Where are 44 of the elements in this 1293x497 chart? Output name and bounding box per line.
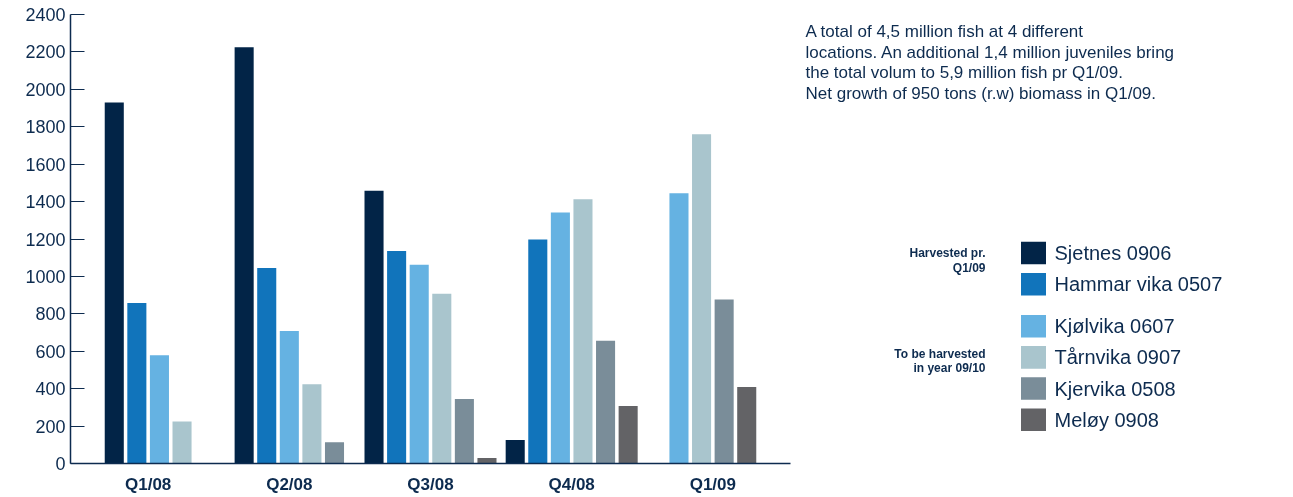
x-tick-label: Q1/09 <box>689 474 737 494</box>
bar <box>477 458 497 464</box>
text: To be harvested in year 09/10 <box>894 346 986 375</box>
bar <box>669 193 689 464</box>
bar <box>149 355 169 464</box>
y-tick-label: 2400 <box>25 5 66 25</box>
bar <box>302 384 322 464</box>
y-tick-label: 2200 <box>25 42 66 63</box>
x-tick-label: Q1/08 <box>124 474 172 494</box>
bar <box>172 421 192 464</box>
y-tick-label: 1600 <box>25 154 66 175</box>
legend-label: Meløy 0908 <box>1054 408 1159 431</box>
bar <box>454 398 474 464</box>
bar <box>737 386 757 464</box>
y-tick-label: 2000 <box>25 79 66 100</box>
bar <box>409 264 429 464</box>
bar <box>279 331 299 464</box>
legend-label: Tårnvika 0907 <box>1054 346 1182 369</box>
bar <box>692 134 712 464</box>
bar <box>324 442 345 464</box>
bar <box>714 299 734 464</box>
bar <box>257 268 277 464</box>
x-tick-label: Q2/08 <box>266 474 313 494</box>
bar <box>127 302 147 464</box>
bar <box>387 250 407 464</box>
y-tick-label: 0 <box>55 454 66 474</box>
y-tick-label: 1200 <box>25 229 66 250</box>
legend-label: Sjetnes 0906 <box>1054 242 1172 264</box>
y-tick-label: 200 <box>35 416 66 437</box>
legend-label: Hammar vika 0507 <box>1054 273 1223 296</box>
y-tick-label: 1800 <box>25 117 66 138</box>
x-tick-label: Q4/08 <box>548 474 595 494</box>
text: A total of 4,5 million fish at 4 different locations. An additional 1,4 million juveniles bring the total volum to 5,9 million fish pr Q1/09. <box>805 21 1175 83</box>
y-tick-label: 1400 <box>25 192 66 213</box>
y-tick-label: 800 <box>35 304 66 325</box>
x-tick-label: Q3/08 <box>407 474 454 494</box>
y-tick-label: 1000 <box>25 266 66 287</box>
bar <box>432 293 452 464</box>
y-tick-label: 400 <box>35 379 66 400</box>
text: Harvested pr. Q1/09 <box>909 246 986 275</box>
y-tick-label: 600 <box>35 341 66 362</box>
legend-label: Kjølvika 0607 <box>1054 315 1175 338</box>
text: Net growth of 950 tons (r.w) biomass in Q1/09. <box>805 84 1157 104</box>
legend-label: Kjervika 0508 <box>1054 377 1176 400</box>
